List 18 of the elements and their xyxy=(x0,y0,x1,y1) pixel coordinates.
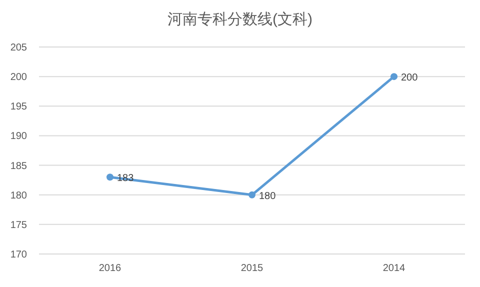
data-label: 183 xyxy=(117,173,134,184)
chart-title: 河南专科分数线(文科) xyxy=(168,11,312,28)
y-tick-label: 170 xyxy=(10,250,28,260)
x-tick-label: 2016 xyxy=(98,263,122,274)
x-tick-label: 2014 xyxy=(382,263,406,274)
y-tick-label: 190 xyxy=(10,131,28,142)
y-tick-label: 205 xyxy=(10,42,28,54)
point xyxy=(106,174,114,181)
x-tick-label: 2015 xyxy=(240,263,264,274)
point xyxy=(390,73,398,80)
point xyxy=(248,191,256,198)
y-tick-label: 175 xyxy=(10,220,28,231)
y-tick-label: 200 xyxy=(10,72,28,84)
y-tick-label: 185 xyxy=(10,160,28,172)
y-tick-label: 180 xyxy=(10,190,28,202)
data-label: 200 xyxy=(401,72,418,84)
data-label: 180 xyxy=(259,190,276,202)
y-tick-label: 195 xyxy=(10,102,28,113)
